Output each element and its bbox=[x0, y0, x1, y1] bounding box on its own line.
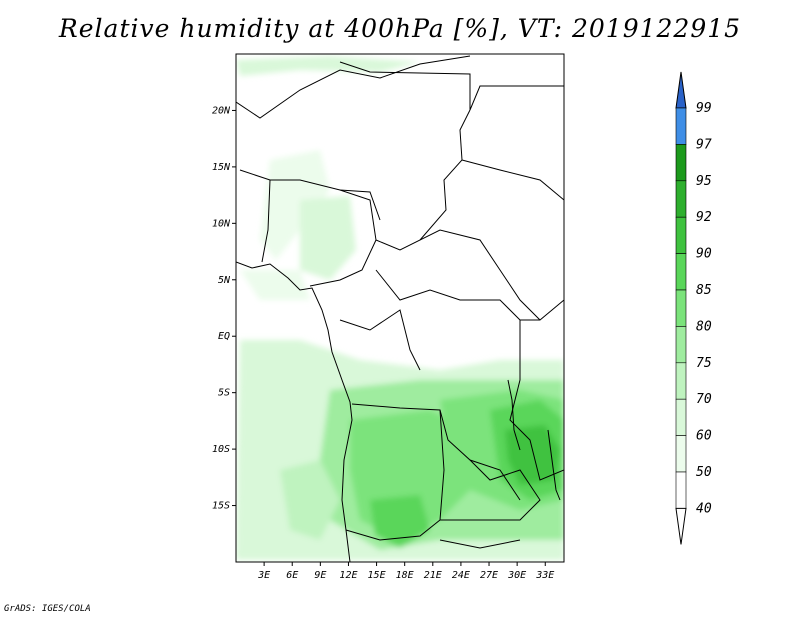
colorbar-label: 60 bbox=[696, 429, 712, 444]
colorbar-swatch bbox=[675, 326, 687, 364]
colorbar-label: 70 bbox=[696, 392, 712, 407]
border-zambia bbox=[440, 459, 541, 521]
colorbar-swatch bbox=[675, 144, 687, 182]
colorbar-top-arrow bbox=[675, 71, 687, 109]
humidity-patch-nigeria bbox=[300, 196, 356, 280]
plot-frame bbox=[235, 53, 565, 563]
colorbar-label: 85 bbox=[696, 283, 712, 298]
boundaries bbox=[236, 55, 564, 562]
lat-tick-label: 20N bbox=[212, 105, 231, 116]
colorbar-label: 80 bbox=[696, 319, 712, 334]
lat-tick-label: EQ bbox=[218, 331, 230, 342]
border-drc-angola bbox=[351, 403, 521, 501]
lat-tick-label: 15S bbox=[212, 501, 230, 512]
grads-credit: GrADS: IGES/COLA bbox=[4, 604, 91, 614]
border-libya-sudan bbox=[419, 109, 471, 241]
colorbar-swatch bbox=[675, 180, 687, 218]
map-title: Relative humidity at 400hPa [%], VT: 201… bbox=[58, 14, 742, 43]
colorbar-bottom-arrow bbox=[675, 507, 687, 545]
border-congo bbox=[339, 309, 421, 371]
border-niger bbox=[239, 169, 381, 221]
border-nigeria bbox=[261, 179, 271, 263]
colorbar-swatch bbox=[675, 289, 687, 327]
lake-tanganyika bbox=[507, 379, 521, 451]
colorbar-swatch bbox=[675, 435, 687, 473]
lake-malawi bbox=[547, 429, 561, 501]
humidity-patch-sw bbox=[280, 460, 340, 540]
colorbar-label: 90 bbox=[696, 247, 712, 262]
colorbar-swatch bbox=[675, 362, 687, 400]
colorbar-swatch bbox=[675, 398, 687, 436]
coastline bbox=[236, 261, 353, 562]
lon-tick-label: 12E bbox=[339, 570, 357, 581]
humidity-shading bbox=[236, 56, 564, 560]
border-north-2 bbox=[339, 61, 564, 111]
border-nigeria-cameroon bbox=[309, 189, 377, 287]
colorbar-label: 99 bbox=[696, 101, 712, 116]
colorbar: 99 97 95 92 90 85 80 75 70 60 50 40 bbox=[675, 71, 712, 545]
border-chad-sudan bbox=[461, 159, 564, 201]
lon-tick-label: 9E bbox=[314, 570, 326, 581]
colorbar-swatch bbox=[675, 216, 687, 254]
humidity-patch-north bbox=[236, 56, 420, 76]
lon-tick-label: 33E bbox=[535, 570, 554, 581]
colorbar-label: 75 bbox=[696, 356, 712, 371]
lon-tick-label: 27E bbox=[480, 570, 498, 581]
humidity-patch-gulf bbox=[240, 270, 310, 300]
lon-tick-label: 18E bbox=[396, 570, 414, 581]
lon-tick-label: 21E bbox=[424, 570, 442, 581]
colorbar-label: 92 bbox=[696, 210, 712, 225]
lat-tick-label: 10S bbox=[212, 444, 230, 455]
colorbar-swatch bbox=[675, 107, 687, 145]
lon-tick-label: 24E bbox=[452, 570, 470, 581]
lat-tick-label: 15N bbox=[212, 162, 231, 173]
humidity-patch-south-angola bbox=[370, 495, 430, 548]
border-north-1 bbox=[236, 55, 471, 119]
lon-tick-label: 6E bbox=[286, 570, 298, 581]
border-tanzania bbox=[509, 320, 564, 481]
border-namibia bbox=[439, 539, 521, 549]
lon-tick-label: 15E bbox=[368, 570, 386, 581]
colorbar-label: 40 bbox=[696, 501, 712, 516]
border-car bbox=[375, 229, 541, 321]
humidity-patch-west-sahel bbox=[260, 150, 330, 260]
lon-tick-label: 30E bbox=[507, 570, 526, 581]
border-angola-zambia bbox=[345, 409, 445, 541]
border-kenya-uganda bbox=[520, 299, 564, 321]
colorbar-label: 95 bbox=[696, 174, 712, 189]
colorbar-swatch bbox=[675, 471, 687, 509]
lat-tick-label: 5N bbox=[218, 275, 231, 286]
border-car-south bbox=[375, 269, 521, 321]
colorbar-label: 50 bbox=[696, 465, 712, 480]
lat-tick-label: 10N bbox=[212, 218, 231, 229]
lon-tick-label: 3E bbox=[257, 570, 270, 581]
colorbar-swatch bbox=[675, 253, 687, 291]
longitude-axis: 3E 6E 9E 12E 15E 18E 21E 24E 27E 30E 33E bbox=[257, 562, 554, 581]
latitude-axis: 20N 15N 10N 5N EQ 5S 10S 15S bbox=[212, 105, 236, 512]
colorbar-label: 97 bbox=[696, 137, 712, 152]
lat-tick-label: 5S bbox=[218, 388, 230, 399]
